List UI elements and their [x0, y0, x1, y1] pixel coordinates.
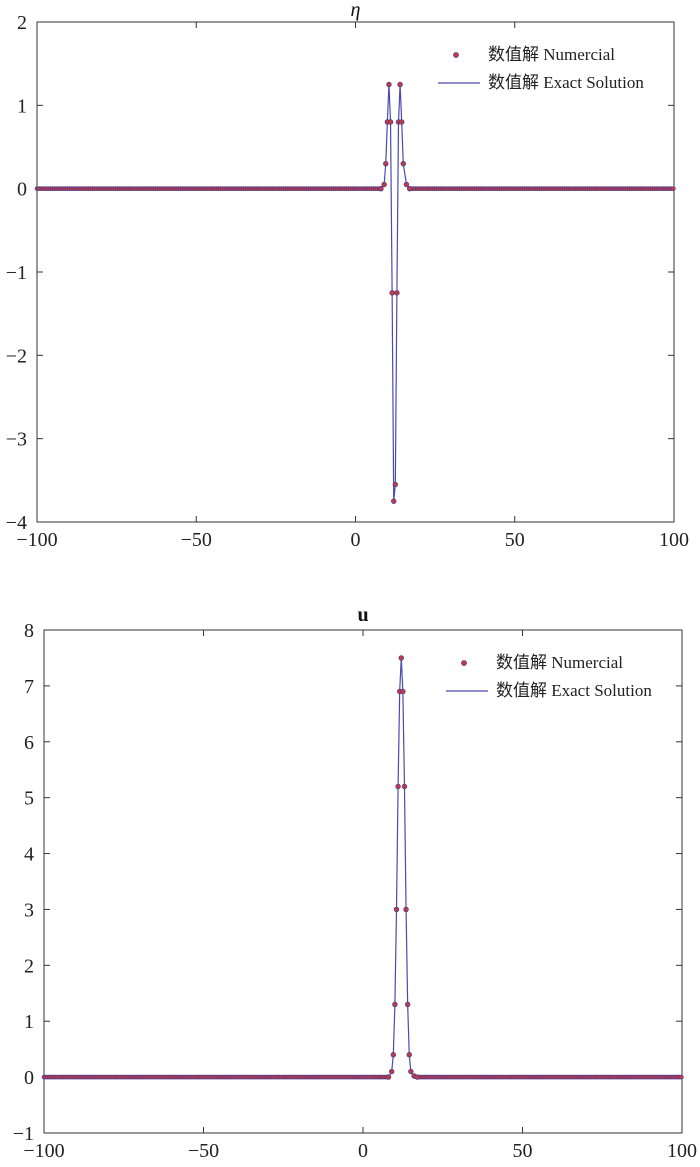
- data-point: [400, 160, 406, 167]
- legend: 数值解 Numercial 数值解 Exact Solution: [438, 45, 644, 92]
- y-tick-label: 0: [24, 1067, 34, 1089]
- y-tick-label: −2: [6, 345, 27, 367]
- series-markers-numercial: [34, 81, 676, 504]
- y-tick-label: 8: [24, 620, 34, 642]
- series-line-exact-solution: [37, 84, 674, 502]
- y-tick-label: 2: [24, 955, 34, 977]
- data-point: [392, 1001, 398, 1008]
- data-point: [404, 1001, 411, 1008]
- data-point: [679, 1074, 684, 1080]
- x-tick-label: 100: [659, 529, 689, 551]
- chart-title: η: [351, 0, 361, 21]
- data-point: [391, 498, 397, 504]
- legend-label-numercial: 数值解 Numercial: [488, 45, 615, 64]
- data-point: [389, 1068, 395, 1075]
- x-tick-label: −50: [181, 529, 212, 551]
- data-point: [386, 81, 392, 88]
- legend-label-exact-solution: 数值解 Exact Solution: [488, 73, 644, 92]
- x-tick-label: 0: [351, 529, 361, 551]
- x-tick-label: −50: [188, 1140, 219, 1162]
- y-tick-label: 2: [17, 12, 27, 34]
- y-tick-label: 5: [24, 788, 34, 810]
- data-point: [393, 906, 400, 913]
- x-tick-label: 50: [513, 1140, 533, 1162]
- x-tick-label: −100: [23, 1140, 64, 1162]
- data-point: [398, 655, 404, 661]
- chart-title: u: [357, 604, 368, 626]
- data-point: [395, 783, 401, 790]
- y-tick-label: −1: [6, 262, 27, 284]
- data-point: [401, 783, 408, 790]
- data-point: [383, 160, 389, 167]
- x-tick-label: −100: [16, 529, 57, 551]
- y-tick-label: 0: [17, 179, 27, 201]
- legend-marker-numercial: [453, 52, 459, 58]
- data-point: [378, 185, 384, 192]
- y-tick-label: −3: [6, 429, 27, 451]
- data-point: [390, 1052, 397, 1058]
- y-tick-label: −1: [13, 1123, 34, 1145]
- data-point: [400, 688, 406, 695]
- data-point: [394, 290, 400, 296]
- legend-label-numercial: 数值解 Numercial: [496, 653, 623, 672]
- y-tick-label: 1: [17, 95, 27, 117]
- series-markers-numercial: [41, 655, 684, 1080]
- data-point: [408, 1068, 414, 1075]
- data-point: [414, 1074, 420, 1080]
- data-point: [397, 81, 403, 88]
- data-point: [671, 186, 676, 191]
- series-line-exact-solution: [44, 657, 682, 1078]
- legend-marker-numercial: [461, 660, 467, 666]
- y-tick-label: 7: [24, 676, 34, 698]
- data-point: [381, 181, 387, 188]
- data-point: [406, 185, 413, 192]
- data-point: [387, 119, 394, 125]
- data-point: [385, 1074, 392, 1080]
- data-point: [398, 119, 405, 125]
- x-tick-label: 100: [667, 1140, 697, 1162]
- axes-frame: [36, 21, 675, 523]
- legend: 数值解 Numercial 数值解 Exact Solution: [446, 653, 652, 700]
- axes-frame: [43, 629, 683, 1134]
- y-tick-label: 1: [24, 1011, 34, 1033]
- x-tick-label: 50: [505, 529, 525, 551]
- y-tick-label: 6: [24, 732, 34, 754]
- data-point: [406, 1052, 412, 1058]
- data-point: [403, 906, 409, 913]
- y-tick-label: −4: [6, 512, 27, 534]
- data-point: [392, 481, 399, 488]
- data-point: [389, 290, 395, 296]
- y-tick-label: 3: [24, 899, 34, 921]
- data-point: [403, 181, 410, 188]
- legend-label-exact-solution: 数值解 Exact Solution: [496, 681, 652, 700]
- y-tick-label: 4: [24, 844, 34, 866]
- x-tick-label: 0: [358, 1140, 368, 1162]
